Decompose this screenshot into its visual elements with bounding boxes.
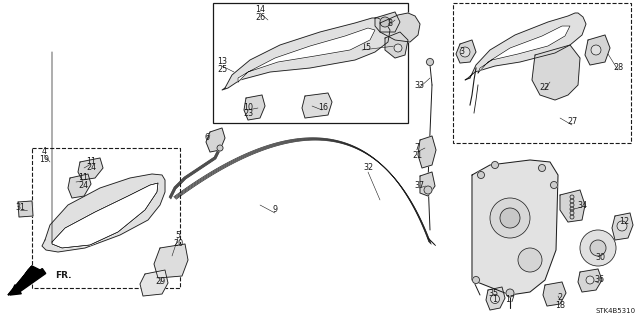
Polygon shape xyxy=(585,35,610,65)
Polygon shape xyxy=(472,160,558,295)
Polygon shape xyxy=(380,13,420,42)
Text: 32: 32 xyxy=(363,164,373,173)
Text: 20: 20 xyxy=(173,239,183,248)
Text: 28: 28 xyxy=(613,63,623,72)
Circle shape xyxy=(380,17,390,27)
Polygon shape xyxy=(8,266,40,295)
Text: STK4B5310: STK4B5310 xyxy=(595,308,635,314)
Polygon shape xyxy=(52,183,158,248)
Text: 33: 33 xyxy=(414,80,424,90)
Circle shape xyxy=(472,277,479,284)
Circle shape xyxy=(394,44,402,52)
Polygon shape xyxy=(465,13,586,80)
Text: 5: 5 xyxy=(175,232,180,241)
Polygon shape xyxy=(420,172,435,196)
Polygon shape xyxy=(560,190,585,222)
Text: 15: 15 xyxy=(361,42,371,51)
Text: 3: 3 xyxy=(460,48,465,56)
Polygon shape xyxy=(486,287,505,310)
FancyArrow shape xyxy=(10,269,45,295)
Polygon shape xyxy=(68,174,91,198)
Text: 1: 1 xyxy=(493,295,497,305)
Text: 19: 19 xyxy=(39,154,49,164)
Polygon shape xyxy=(52,183,158,248)
Polygon shape xyxy=(375,12,400,32)
Bar xyxy=(453,3,631,143)
Circle shape xyxy=(591,45,601,55)
Circle shape xyxy=(500,208,520,228)
Text: 25: 25 xyxy=(217,64,227,73)
Bar xyxy=(32,148,180,288)
Text: 30: 30 xyxy=(595,254,605,263)
Circle shape xyxy=(477,172,484,179)
Polygon shape xyxy=(244,95,265,120)
Text: 21: 21 xyxy=(412,151,422,160)
Text: 26: 26 xyxy=(255,12,265,21)
Text: 36: 36 xyxy=(594,276,604,285)
Text: 29: 29 xyxy=(155,278,165,286)
Circle shape xyxy=(492,161,499,168)
Circle shape xyxy=(550,182,557,189)
Polygon shape xyxy=(78,158,103,180)
Polygon shape xyxy=(154,244,188,278)
Text: 31: 31 xyxy=(15,204,25,212)
Text: 16: 16 xyxy=(318,103,328,113)
Text: 34: 34 xyxy=(577,201,587,210)
Polygon shape xyxy=(478,26,570,73)
Polygon shape xyxy=(140,270,168,296)
Text: 12: 12 xyxy=(619,218,629,226)
Polygon shape xyxy=(206,128,225,152)
Polygon shape xyxy=(385,32,408,58)
Text: 8: 8 xyxy=(387,19,392,28)
Text: 11: 11 xyxy=(78,174,88,182)
Bar xyxy=(213,3,408,123)
Text: 27: 27 xyxy=(567,117,577,127)
Text: 11: 11 xyxy=(86,157,96,166)
Circle shape xyxy=(617,221,627,231)
Polygon shape xyxy=(42,174,165,252)
Polygon shape xyxy=(543,282,566,306)
Circle shape xyxy=(590,240,606,256)
Polygon shape xyxy=(238,28,375,82)
Text: 37: 37 xyxy=(414,182,424,190)
Text: 24: 24 xyxy=(78,181,88,189)
Polygon shape xyxy=(18,201,33,217)
Circle shape xyxy=(538,165,545,172)
Circle shape xyxy=(217,145,223,151)
Text: 35: 35 xyxy=(488,290,498,299)
Text: FR.: FR. xyxy=(55,271,72,280)
Polygon shape xyxy=(302,93,332,118)
Text: 17: 17 xyxy=(505,295,515,305)
Circle shape xyxy=(424,186,432,194)
Polygon shape xyxy=(222,18,390,90)
Text: 6: 6 xyxy=(205,133,209,143)
Text: 10: 10 xyxy=(243,102,253,112)
Circle shape xyxy=(580,230,616,266)
Circle shape xyxy=(490,294,499,303)
Text: 18: 18 xyxy=(555,300,565,309)
Circle shape xyxy=(426,58,433,65)
Circle shape xyxy=(506,289,514,297)
Text: 2: 2 xyxy=(557,293,563,302)
Circle shape xyxy=(518,248,542,272)
Circle shape xyxy=(460,47,470,57)
Text: 7: 7 xyxy=(415,144,420,152)
Polygon shape xyxy=(578,269,602,292)
Text: 4: 4 xyxy=(42,147,47,157)
Polygon shape xyxy=(8,266,32,295)
Polygon shape xyxy=(456,40,476,63)
Circle shape xyxy=(586,276,594,284)
Text: 9: 9 xyxy=(273,205,278,214)
Text: 23: 23 xyxy=(243,109,253,118)
Circle shape xyxy=(490,198,530,238)
Polygon shape xyxy=(532,45,580,100)
Polygon shape xyxy=(418,136,436,168)
Polygon shape xyxy=(612,213,633,240)
Text: 13: 13 xyxy=(217,57,227,66)
Text: 14: 14 xyxy=(255,5,265,14)
Text: 24: 24 xyxy=(86,164,96,173)
Text: 22: 22 xyxy=(540,84,550,93)
